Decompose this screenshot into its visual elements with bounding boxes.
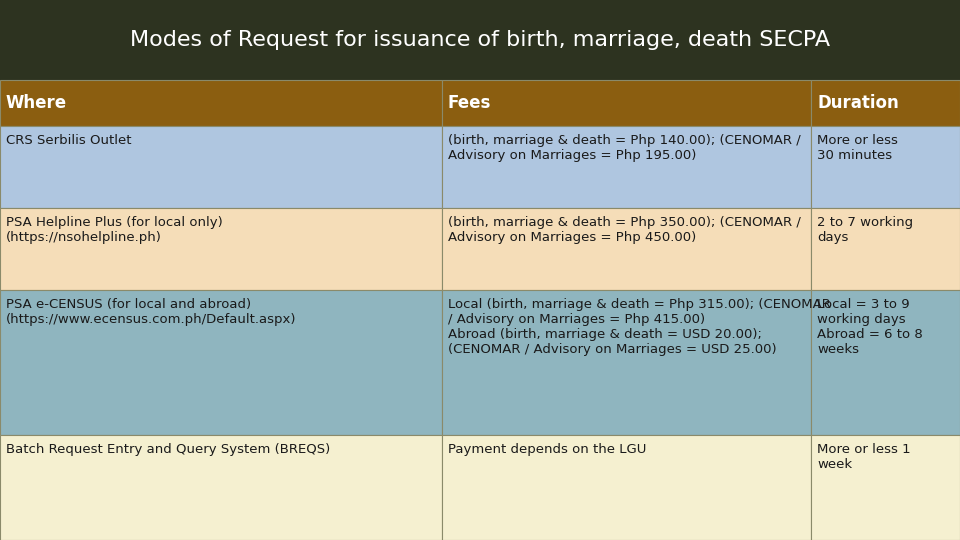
Text: Where: Where — [6, 94, 67, 112]
Text: Local (birth, marriage & death = Php 315.00); (CENOMAR
/ Advisory on Marriages =: Local (birth, marriage & death = Php 315… — [447, 298, 830, 356]
Text: Modes of Request for issuance of birth, marriage, death SECPA: Modes of Request for issuance of birth, … — [130, 30, 830, 50]
Bar — [442, 208, 811, 290]
Text: (birth, marriage & death = Php 350.00); (CENOMAR /
Advisory on Marriages = Php 4: (birth, marriage & death = Php 350.00); … — [447, 216, 801, 244]
Text: Payment depends on the LGU: Payment depends on the LGU — [447, 443, 646, 456]
Bar — [442, 80, 811, 126]
Bar — [442, 435, 811, 540]
Text: PSA Helpline Plus (for local only)
(https://nsohelpline.ph): PSA Helpline Plus (for local only) (http… — [6, 216, 223, 244]
Bar — [811, 80, 960, 126]
Bar — [0, 80, 442, 126]
Text: More or less
30 minutes: More or less 30 minutes — [817, 134, 898, 162]
Text: CRS Serbilis Outlet: CRS Serbilis Outlet — [6, 134, 132, 147]
Bar — [442, 126, 811, 208]
Bar — [811, 435, 960, 540]
Bar — [442, 290, 811, 435]
Text: Local = 3 to 9
working days
Abroad = 6 to 8
weeks: Local = 3 to 9 working days Abroad = 6 t… — [817, 298, 923, 356]
Text: (birth, marriage & death = Php 140.00); (CENOMAR /
Advisory on Marriages = Php 1: (birth, marriage & death = Php 140.00); … — [447, 134, 801, 162]
Text: Fees: Fees — [447, 94, 491, 112]
Bar — [0, 290, 442, 435]
Text: Batch Request Entry and Query System (BREQS): Batch Request Entry and Query System (BR… — [6, 443, 330, 456]
Text: 2 to 7 working
days: 2 to 7 working days — [817, 216, 913, 244]
Text: PSA e-CENSUS (for local and abroad)
(https://www.ecensus.com.ph/Default.aspx): PSA e-CENSUS (for local and abroad) (htt… — [6, 298, 297, 326]
Bar — [811, 290, 960, 435]
Text: Duration: Duration — [817, 94, 899, 112]
Bar — [0, 435, 442, 540]
Text: More or less 1
week: More or less 1 week — [817, 443, 911, 471]
Bar — [0, 208, 442, 290]
Bar — [0, 126, 442, 208]
Bar — [0, 0, 960, 80]
Bar — [811, 208, 960, 290]
Bar — [811, 126, 960, 208]
